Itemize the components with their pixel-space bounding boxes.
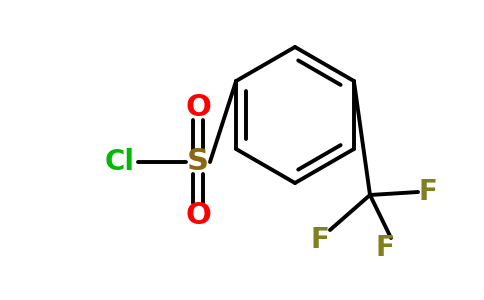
Text: F: F xyxy=(376,234,394,262)
Text: O: O xyxy=(185,200,211,230)
Text: F: F xyxy=(311,226,330,254)
Text: O: O xyxy=(185,94,211,122)
Text: Cl: Cl xyxy=(105,148,135,176)
Text: S: S xyxy=(187,148,209,176)
Text: F: F xyxy=(419,178,438,206)
